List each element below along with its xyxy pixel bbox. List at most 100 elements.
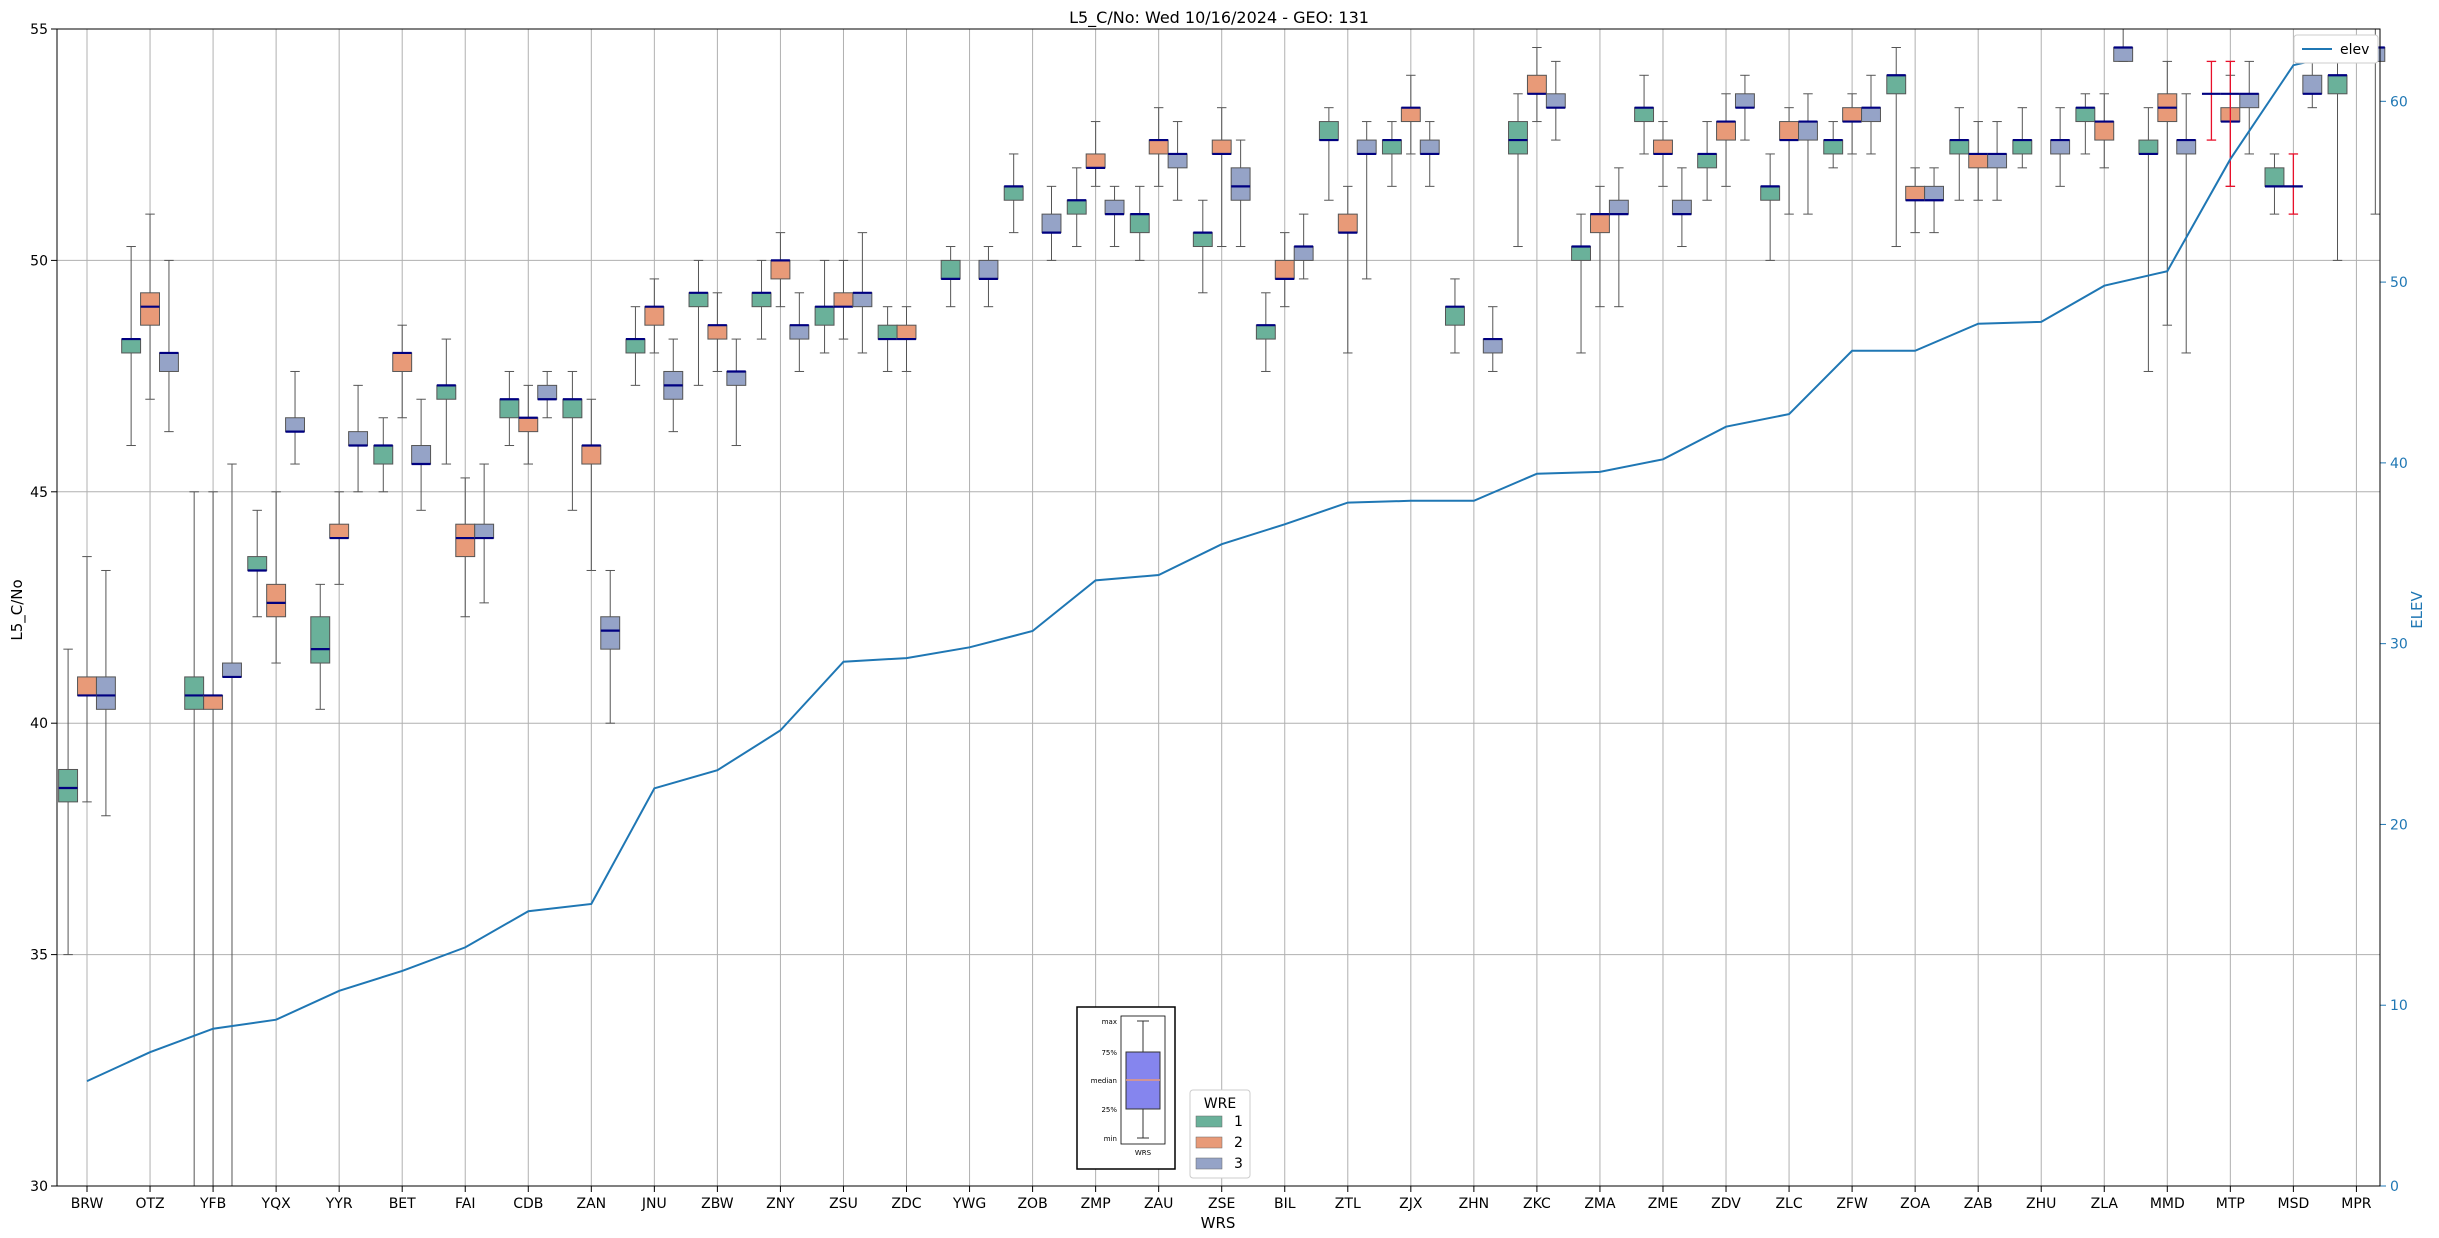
x-tick-label-yqx: YQX: [261, 1196, 292, 1212]
box-zau-wre-1: [1129, 185, 1150, 261]
box-zmp-wre-3: [1104, 185, 1125, 248]
box-body: [310, 616, 331, 664]
box-body: [814, 306, 835, 326]
x-tick-label-zau: ZAU: [1144, 1196, 1173, 1212]
box-cdb-wre-3: [537, 370, 558, 419]
box-zme-wre-3: [1671, 167, 1692, 248]
y2-tick-label: 0: [2390, 1179, 2399, 1195]
box-zdv-wre-3: [1734, 74, 1755, 141]
box-zdv-wre-1: [1697, 121, 1718, 201]
box-body: [1987, 153, 2008, 169]
box-yqx-wre-2: [266, 491, 287, 664]
box-zny-wre-3: [789, 292, 810, 372]
box-zjx-wre-1: [1381, 121, 1402, 187]
box-bil-wre-3: [1293, 213, 1314, 280]
box-ywg-wre-1: [940, 246, 961, 308]
box-zab-wre-3: [1987, 121, 2008, 201]
box-body: [58, 768, 79, 803]
grid-lines: [57, 28, 2380, 1187]
box-zkc-wre-2: [1526, 47, 1547, 123]
x-tick-label-mmd: MMD: [2150, 1196, 2185, 1212]
x-tick-label-zlc: ZLC: [1775, 1196, 1802, 1212]
box-body: [537, 384, 558, 400]
x-tick-label-zan: ZAN: [576, 1196, 606, 1212]
y-tick-label: 40: [30, 716, 48, 732]
box-body: [896, 324, 917, 340]
box-zhu-wre-1: [2012, 107, 2033, 169]
box-body: [726, 370, 747, 386]
box-ztl-wre-3: [1356, 121, 1377, 280]
box-zsu-wre-1: [814, 259, 835, 354]
x-tick-label-zme: ZME: [1648, 1196, 1679, 1212]
box-body: [751, 292, 772, 308]
x-tick-label-msd: MSD: [2278, 1196, 2310, 1212]
wre-legend-entry-1: 1: [1234, 1114, 1243, 1130]
box-body: [877, 324, 898, 340]
box-body: [625, 338, 646, 354]
box-zdc-wre-1: [877, 306, 898, 372]
y2-tick-label: 50: [2390, 275, 2408, 291]
box-zfw-wre-1: [1823, 121, 1844, 169]
elevation-line: [86, 49, 2357, 1083]
box-body: [1337, 213, 1358, 234]
box-series: [58, 28, 2386, 1187]
y-tick-label: 30: [30, 1179, 48, 1195]
box-body: [392, 352, 413, 372]
box-zan-wre-3: [600, 569, 621, 724]
box-brw-wre-3: [95, 569, 116, 817]
box-yyr-wre-3: [348, 384, 369, 493]
chart-title: L5_C/No: Wed 10/16/2024 - GEO: 131: [1069, 8, 1369, 28]
box-body: [978, 259, 999, 280]
x-tick-label-ztl: ZTL: [1335, 1196, 1361, 1212]
box-body: [2113, 47, 2134, 62]
box-body: [1823, 139, 1844, 155]
box-body: [455, 523, 476, 558]
box-body: [600, 616, 621, 650]
line-legend: elev: [2293, 34, 2379, 64]
box-yyr-wre-1: [310, 583, 331, 710]
y2-tick-label: 10: [2390, 998, 2408, 1014]
box-otz-wre-1: [121, 246, 142, 447]
box-zob-wre-3: [1041, 185, 1062, 261]
box-body: [2050, 139, 2071, 155]
box-zfw-wre-3: [1861, 74, 1881, 155]
box-zse-wre-3: [1230, 139, 1251, 248]
box-ywg-wre-3: [978, 246, 999, 308]
box-body: [1274, 259, 1295, 280]
box-zbw-wre-1: [688, 259, 709, 386]
x-tick-label-zny: ZNY: [766, 1196, 795, 1212]
box-zma-wre-1: [1571, 213, 1591, 354]
box-body: [348, 431, 369, 447]
box-body: [1886, 74, 1907, 95]
box-zbw-wre-2: [707, 292, 728, 372]
box-zhn-wre-3: [1482, 306, 1503, 372]
box-body: [852, 292, 873, 308]
box-zan-wre-2: [581, 398, 602, 571]
box-body: [2264, 167, 2285, 187]
x-tick-label-zma: ZMA: [1584, 1196, 1616, 1212]
box-body: [1167, 153, 1188, 169]
box-body: [1041, 213, 1062, 234]
x-tick-label-zhu: ZHU: [2026, 1196, 2056, 1212]
box-yyr-wre-2: [329, 491, 350, 585]
x-tick-label-yyr: YYR: [325, 1196, 353, 1212]
box-body: [644, 306, 665, 326]
box-zjx-wre-3: [1419, 121, 1440, 187]
box-body: [499, 398, 520, 419]
box-body: [1734, 93, 1755, 109]
box-zse-wre-1: [1192, 199, 1213, 294]
box-body: [2094, 121, 2115, 141]
box-bil-wre-1: [1255, 292, 1276, 372]
box-body: [789, 324, 810, 340]
box-mmd-wre-3: [2176, 93, 2197, 354]
box-body: [95, 676, 116, 710]
box-zoa-wre-3: [1924, 167, 1945, 234]
box-zkc-wre-3: [1545, 60, 1566, 141]
box-body: [1589, 213, 1610, 234]
box-zme-wre-2: [1653, 121, 1673, 187]
box-otz-wre-2: [140, 213, 160, 400]
box-jnu-wre-2: [644, 278, 665, 354]
box-zab-wre-2: [1968, 121, 1989, 201]
box-jnu-wre-3: [663, 338, 684, 433]
box-cdb-wre-2: [518, 384, 539, 465]
